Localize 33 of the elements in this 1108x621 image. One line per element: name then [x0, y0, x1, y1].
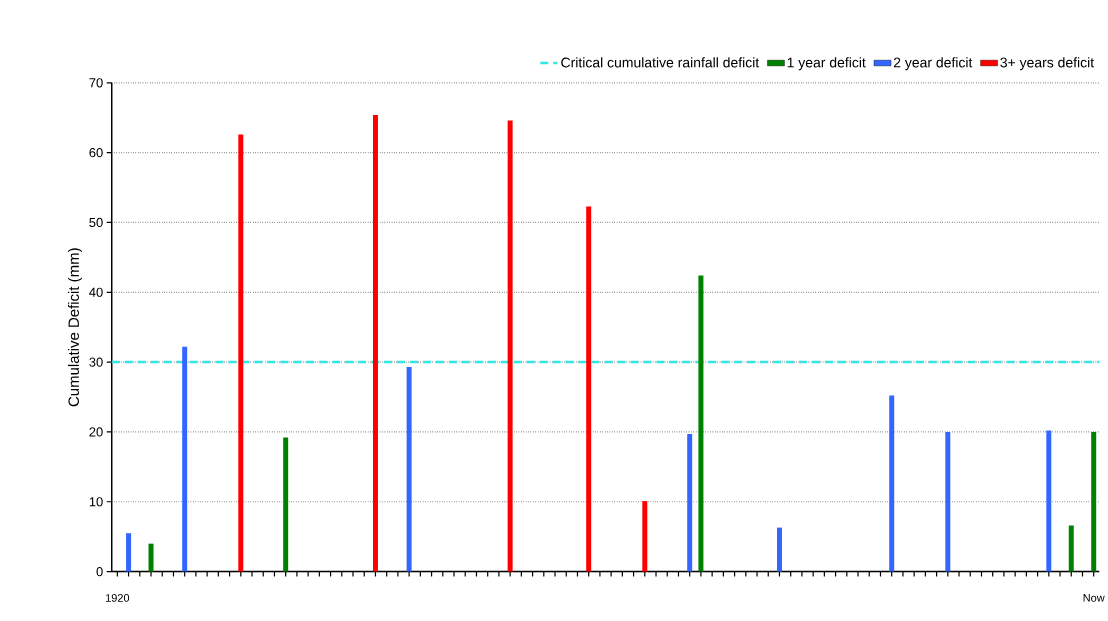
- bar: [698, 275, 704, 572]
- bar: [1068, 525, 1074, 572]
- bar: [642, 500, 648, 572]
- legend-label: 1 year deficit: [787, 56, 866, 70]
- y-tick-label: 30: [89, 357, 103, 367]
- bar: [1046, 430, 1052, 572]
- y-tick-label: 70: [89, 77, 103, 88]
- bar: [687, 433, 693, 572]
- x-tick-label: Now: [1083, 593, 1105, 602]
- y-tick-label: 10: [89, 496, 103, 507]
- bar: [1091, 431, 1097, 572]
- bar: [283, 437, 289, 572]
- bar: [586, 206, 592, 572]
- bar: [945, 431, 951, 572]
- bar: [507, 120, 513, 572]
- y-tick-label: 0: [96, 566, 103, 576]
- bar: [406, 366, 412, 572]
- bar: [889, 395, 895, 572]
- bar: [372, 114, 378, 572]
- bar: [126, 532, 132, 572]
- y-axis-title: Cumulative Deficit (mm): [68, 248, 82, 406]
- y-tick-label: 50: [89, 217, 103, 227]
- bar: [776, 527, 782, 572]
- bar: [148, 543, 154, 572]
- x-tick-label: 1920: [105, 593, 130, 602]
- y-tick-label: 20: [89, 427, 103, 437]
- y-tick-label: 40: [89, 287, 103, 297]
- bar: [238, 134, 244, 572]
- y-tick-label: 60: [89, 147, 103, 157]
- legend-label: Critical cumulative rainfall deficit: [561, 56, 760, 68]
- legend-label: 3+ years deficit: [1000, 56, 1095, 70]
- legend-label: 2 year deficit: [893, 56, 973, 70]
- bar: [182, 346, 188, 572]
